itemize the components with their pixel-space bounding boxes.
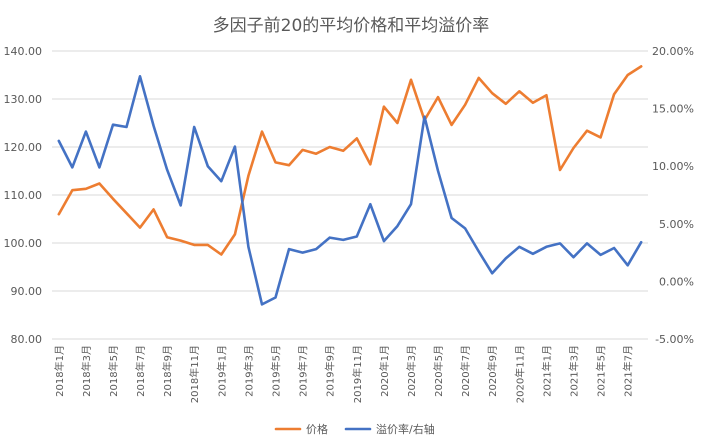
x-axis-tick-label: 2021年7月 (622, 345, 635, 397)
right-axis-tick-label: 5.00% (659, 218, 694, 231)
x-axis-tick-label: 2019年3月 (242, 345, 255, 397)
left-axis-tick-label: 90.00 (11, 285, 43, 298)
x-axis-tick-label: 2018年7月 (134, 345, 147, 397)
x-axis-tick-label: 2020年3月 (405, 345, 418, 397)
x-axis-tick-label: 2018年11月 (188, 345, 201, 403)
legend-label-price: 价格 (306, 422, 328, 436)
series-line-premium (57, 75, 643, 306)
x-axis-tick-label: 2020年1月 (378, 345, 391, 397)
right-axis-tick-label: 0.00% (659, 275, 694, 288)
series-line-price (57, 65, 643, 256)
x-axis-tick-label: 2020年7月 (459, 345, 472, 397)
x-axis-tick-label: 2019年5月 (270, 345, 283, 397)
right-axis-tick-label: -5.00% (655, 333, 694, 346)
left-axis-tick-label: 120.00 (4, 141, 43, 154)
x-axis-tick-label: 2020年5月 (432, 345, 445, 397)
x-axis-tick-label: 2020年11月 (513, 345, 526, 403)
x-axis-tick-label: 2019年7月 (297, 345, 310, 397)
legend: 价格 溢价率/右轴 (274, 422, 435, 436)
x-axis-tick-label: 2018年9月 (161, 345, 174, 397)
right-axis-ticks: -5.00% 0.00% 5.00% 10.00% 15.00% 20.00% (652, 45, 694, 346)
x-axis-tick-label: 2020年9月 (486, 345, 499, 397)
left-axis-tick-label: 100.00 (4, 237, 43, 250)
left-axis-tick-label: 140.00 (4, 45, 43, 58)
x-axis-tick-label: 2021年5月 (595, 345, 608, 397)
right-axis-tick-label: 20.00% (652, 45, 694, 58)
left-axis-tick-label: 130.00 (4, 93, 43, 106)
chart-title: 多因子前20的平均价格和平均溢价率 (213, 16, 490, 36)
x-axis-ticks: 2018年1月 2018年3月 2018年5月 2018年7月 2018年9月 2018年… (53, 345, 635, 403)
x-axis-tick-label: 2021年3月 (568, 345, 581, 397)
legend-label-premium: 溢价率/右轴 (376, 422, 435, 436)
x-axis-tick-label: 2021年1月 (540, 345, 553, 397)
x-axis-tick-label: 2018年3月 (80, 345, 93, 397)
right-axis-tick-label: 15.00% (652, 103, 694, 116)
series-lines (57, 65, 643, 306)
x-axis-tick-label: 2018年5月 (107, 345, 120, 397)
gridlines (52, 50, 648, 340)
x-axis-tick-label: 2019年1月 (215, 345, 228, 397)
left-axis-tick-label: 80.00 (11, 333, 43, 346)
x-axis-tick-label: 2019年9月 (324, 345, 337, 397)
x-axis-tick-label: 2019年11月 (351, 345, 364, 403)
right-axis-tick-label: 10.00% (652, 160, 694, 173)
left-axis-ticks: 80.00 90.00 100.00 110.00 120.00 130.00 140.00 (4, 45, 43, 346)
x-axis-tick-label: 2018年1月 (53, 345, 66, 397)
left-axis-tick-label: 110.00 (4, 189, 43, 202)
